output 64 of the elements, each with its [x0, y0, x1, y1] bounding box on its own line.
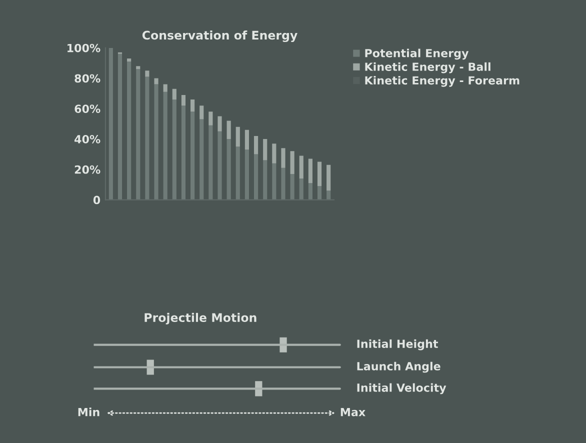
bar: [127, 58, 132, 62]
bar: [281, 168, 286, 200]
bar: [326, 164, 331, 191]
y-tick-label: 40%: [74, 134, 100, 144]
bar: [200, 119, 204, 200]
legend-label: Kinetic Energy - Ball: [365, 62, 490, 74]
bar: [163, 84, 168, 92]
bar: [236, 146, 240, 200]
bar: [145, 70, 150, 77]
bar: [172, 100, 176, 200]
text: Initial Velocity: [357, 383, 446, 394]
bar: [154, 84, 158, 200]
y-tick-label: 60%: [74, 104, 100, 114]
bar: [190, 112, 195, 200]
legend-label: Kinetic Energy - Forearm: [365, 76, 520, 87]
bar: [317, 162, 322, 186]
bar: [272, 163, 276, 200]
text: Launch Angle: [357, 362, 440, 373]
bar: [108, 48, 113, 200]
y-tick-label: 20%: [74, 165, 100, 174]
text: Min: [78, 408, 100, 416]
bar: [163, 92, 168, 200]
bar: [200, 106, 204, 120]
bar: [218, 116, 222, 132]
bar: [326, 190, 331, 200]
y-tick-label: 0: [93, 196, 100, 204]
bar: [136, 66, 140, 70]
bar: [236, 126, 240, 147]
bar: [208, 112, 213, 126]
bar: [290, 174, 294, 200]
chart-title: Conservation of Energy: [142, 30, 298, 42]
bar: [308, 158, 312, 184]
bar: [145, 76, 150, 200]
bar: [181, 106, 186, 200]
bar: [272, 144, 276, 164]
bar: [226, 139, 231, 200]
bar: [263, 160, 268, 200]
bar: [127, 62, 132, 200]
bar: [254, 136, 258, 154]
y-tick-label: 100%: [68, 44, 100, 52]
bar: [190, 100, 195, 112]
bar: [290, 151, 294, 174]
bar: [299, 178, 304, 200]
text: Projectile Motion: [144, 312, 256, 324]
bar: [136, 69, 140, 200]
bar: [208, 125, 213, 200]
legend-label: Potential Energy: [365, 48, 469, 60]
bar: [308, 183, 312, 200]
bar: [254, 154, 258, 200]
text: Initial Height: [357, 339, 438, 350]
bar: [154, 78, 158, 84]
bar: [263, 139, 268, 160]
text: Max: [340, 408, 366, 416]
bar: [281, 148, 286, 168]
y-tick-label: 80%: [74, 74, 100, 83]
bar: [317, 186, 322, 200]
bar: [244, 130, 249, 150]
bar: [226, 120, 231, 140]
bar: [299, 156, 304, 179]
bar: [172, 88, 176, 100]
bar: [181, 94, 186, 106]
bar: [244, 150, 249, 200]
bar: [218, 131, 222, 200]
bar: [118, 54, 122, 200]
